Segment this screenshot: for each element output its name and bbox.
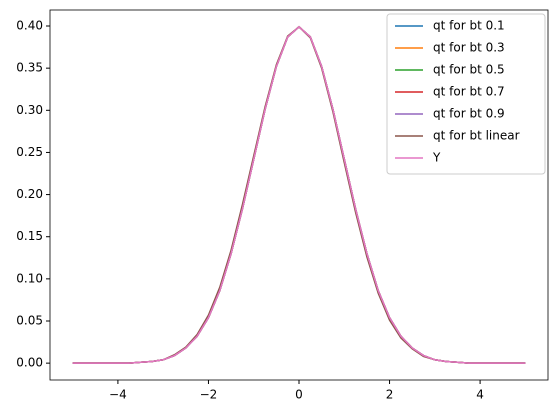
y-tick-label: 0.20 — [16, 187, 43, 201]
x-tick-label: 2 — [386, 388, 394, 402]
y-tick-label: 0.25 — [16, 145, 43, 159]
y-tick-label: 0.05 — [16, 314, 43, 328]
x-tick-label: 0 — [295, 388, 303, 402]
y-tick-label: 0.35 — [16, 61, 43, 75]
legend-box — [386, 13, 546, 175]
y-tick-label: 0.40 — [16, 19, 43, 33]
y-tick-label: 0.00 — [16, 356, 43, 370]
line — [72, 25, 526, 364]
legend-label: qt for bt linear — [433, 129, 520, 143]
legend-label: qt for bt 0.9 — [433, 107, 505, 121]
plot-frame — [49, 9, 549, 381]
x-tick-label: 4 — [476, 388, 484, 402]
legend-label: Y — [432, 151, 441, 165]
legend-label: qt for bt 0.5 — [433, 63, 505, 77]
x-tick-label: −4 — [109, 388, 127, 402]
legend-label: qt for bt 0.3 — [433, 41, 505, 55]
legend-label: qt for bt 0.7 — [433, 85, 505, 99]
x-tick-label: −2 — [200, 388, 218, 402]
y-tick-label: 0.30 — [16, 103, 43, 117]
y-tick-label: 0.15 — [16, 229, 43, 243]
legend-label: qt for bt 0.1 — [433, 19, 505, 33]
y-tick-label: 0.10 — [16, 271, 43, 285]
